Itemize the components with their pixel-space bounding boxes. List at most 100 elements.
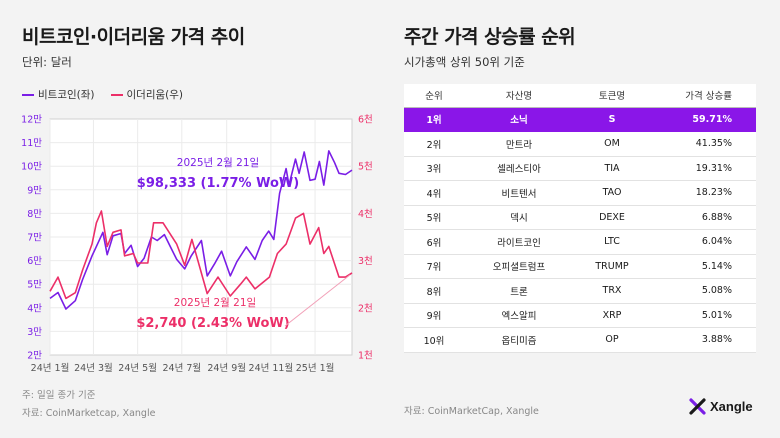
table-body: 1위 소닉 S 59.71% 2위 만트라 OM 41.35% 3위 셀레스티아 TIA 19.31%… [404,107,756,353]
left-axis-tick-label: 4만 [27,303,42,314]
token-cell: TIA [574,156,650,181]
left-axis-tick-label: 12만 [21,115,42,126]
x-axis-tick-label: 24년 7월 [162,362,201,374]
eth-annotation-leader [284,274,351,327]
xangle-logo-icon [689,398,706,415]
table-row: 2위 만트라 OM 41.35% [404,131,756,157]
x-axis-tick-label: 24년 9월 [207,362,246,374]
rank-cell: 7위 [404,254,464,279]
rank-cell: 4위 [404,180,464,206]
rank-cell: 6위 [404,229,464,255]
eth-annotation-date: 2025년 2월 21일 [174,296,256,309]
change-cell: 59.71% [650,107,756,132]
table-row: 10위 옵티미즘 OP 3.88% [404,327,756,353]
right-axis-tick-label: 3천 [358,256,373,267]
left-axis-tick-label: 5만 [27,280,42,291]
series-line-eth [49,210,353,300]
right-axis-tick-label: 2천 [358,303,373,314]
change-cell: 3.88% [650,327,756,353]
eth-annotation-value: $2,740 (2.43% WoW) [136,316,289,331]
price-chart: 2만 3만 4만 5만 6만 7만 8만 9만 10만 11만 12만 1천 2천 3천 4천 5천 6천 24년… [21,115,373,375]
asset-name-cell: 오피셜트럼프 [464,254,574,279]
change-cell: 5.14% [650,254,756,279]
rank-cell: 10위 [404,327,464,353]
series-line-btc [49,150,353,310]
xangle-logo: Xangle [689,398,753,415]
asset-name-cell: 엑스알피 [464,303,574,328]
change-cell: 6.04% [650,229,756,255]
left-axis-tick-label: 6만 [27,256,42,267]
change-cell: 41.35% [650,131,756,157]
token-cell: TRX [574,278,650,304]
asset-name-cell: 라이트코인 [464,229,574,255]
btc-annotation-date: 2025년 2월 21일 [177,156,259,169]
asset-name-cell: 소닉 [464,107,574,132]
right-axis-tick-label: 6천 [358,115,373,126]
ranking-table: 순위 자산명 토큰명 가격 상승률 1위 소닉 S 59.71% 2위 만트라 OM 41.3… [404,84,756,353]
asset-name-cell: 셀레스티아 [464,156,574,181]
x-axis-tick-label: 25년 1월 [296,362,335,374]
change-cell: 5.08% [650,278,756,304]
change-cell: 18.23% [650,180,756,206]
left-axis-tick-label: 7만 [27,233,42,244]
chart-legend: 비트코인(좌) 이더리움(우) [22,87,183,102]
ranking-title: 주간 가격 상승률 순위 [404,26,576,48]
token-cell: TRUMP [574,254,650,279]
table-row: 7위 오피셜트럼프 TRUMP 5.14% [404,254,756,279]
table-row: 3위 셀레스티아 TIA 19.31% [404,156,756,181]
right-axis-tick-label: 5천 [358,162,373,173]
rank-cell: 3위 [404,156,464,181]
asset-name-cell: 만트라 [464,131,574,157]
rank-cell: 1위 [404,107,464,132]
legend-swatch-eth [110,93,123,96]
change-cell: 5.01% [650,303,756,328]
unit-label: 단위: 달러 [22,55,72,69]
rank-cell: 9위 [404,303,464,328]
token-cell: DEXE [574,205,650,230]
asset-name-cell: 덱시 [464,205,574,230]
legend-label-btc: 비트코인(좌) [38,89,95,101]
table-row: 5위 덱시 DEXE 6.88% [404,205,756,230]
table-row: 6위 라이트코인 LTC 6.04% [404,229,756,255]
left-axis-tick-label: 11만 [21,138,42,149]
left-axis-tick-label: 10만 [21,162,42,173]
legend-item-btc: 비트코인(좌) [22,87,95,102]
table-row: 4위 비트텐서 TAO 18.23% [404,180,756,206]
left-axis-tick-label: 3만 [27,327,42,338]
x-axis-tick-label: 24년 11월 [249,362,294,374]
table-row: 9위 엑스알피 XRP 5.01% [404,303,756,328]
table-row: 8위 트론 TRX 5.08% [404,278,756,304]
token-cell: TAO [574,180,650,206]
ranking-source: 자료: CoinMarketCap, Xangle [404,406,539,417]
token-cell: LTC [574,229,650,255]
x-axis-tick-label: 24년 1월 [31,362,70,374]
chart-source: 자료: CoinMarketcap, Xangle [22,408,156,419]
token-cell: OP [574,327,650,353]
left-axis-tick-label: 9만 [27,185,42,196]
col-name-header: 자산명 [464,84,574,108]
asset-name-cell: 옵티미즘 [464,327,574,353]
chart-footnote: 주: 일일 종가 기준 [22,390,96,401]
token-cell: XRP [574,303,650,328]
legend-item-eth: 이더리움(우) [110,87,184,102]
chart-title: 비트코인·이더리움 가격 추이 [22,26,245,48]
col-rank-header: 순위 [404,84,464,108]
rank-cell: 8위 [404,278,464,304]
left-axis-tick-label: 8만 [27,209,42,220]
change-cell: 6.88% [650,205,756,230]
btc-annotation-value: $98,333 (1.77% WoW) [137,176,299,191]
col-token-header: 토큰명 [574,84,650,108]
token-cell: S [574,107,650,132]
rank-cell: 2위 [404,131,464,157]
rank-cell: 5위 [404,205,464,230]
x-axis-tick-label: 24년 3월 [74,362,113,374]
x-axis-tick-label: 24년 5월 [118,362,157,374]
token-cell: OM [574,131,650,157]
ranking-subtitle: 시가총액 상위 50위 기준 [404,55,525,69]
legend-swatch-btc [22,93,34,96]
col-change-header: 가격 상승률 [650,84,756,108]
table-row: 1위 소닉 S 59.71% [404,107,756,132]
price-trend-panel: 비트코인·이더리움 가격 추이 단위: 달러 비트코인(좌) 이더리움(우) 2… [21,26,373,419]
left-axis-tick-label: 2만 [27,351,42,362]
legend-label-eth: 이더리움(우) [126,89,184,101]
